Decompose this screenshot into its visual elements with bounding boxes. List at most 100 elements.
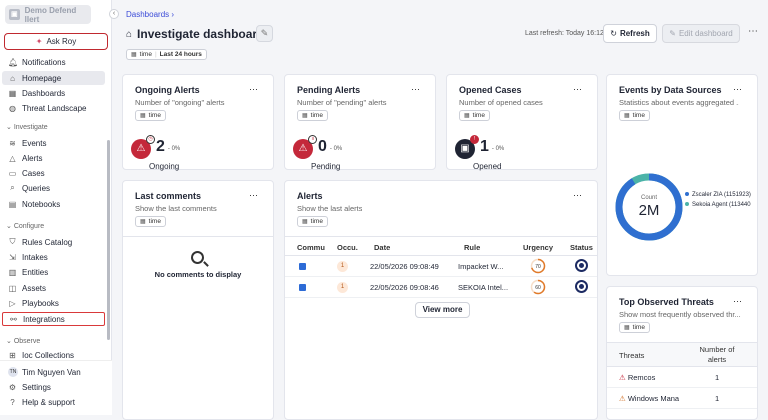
column-header[interactable]: Occu. bbox=[337, 243, 358, 252]
sidebar-item-integrations[interactable]: ⚯ Integrations bbox=[2, 312, 105, 326]
sidebar-item-label: Playbooks bbox=[22, 298, 59, 308]
events-donut-chart[interactable]: Count 2M bbox=[613, 171, 685, 243]
sidebar-item-cases[interactable]: ▭ Cases bbox=[2, 166, 105, 180]
edit-dashboard-button[interactable]: ✎ Edit dashboard bbox=[662, 24, 740, 43]
sidebar-item-intakes[interactable]: ⇲ Intakes bbox=[2, 250, 105, 264]
legend-item[interactable]: Sekoia Agent (113440 bbox=[685, 200, 751, 210]
table-row[interactable]: 1 22/05/2026 09:08:46 SEKOIA Intel... 60 bbox=[285, 277, 597, 298]
sidebar-item-label: Rules Catalog bbox=[22, 237, 73, 247]
alerts-card: Alerts Show the last alerts ⋯ ▦ time Comm… bbox=[284, 180, 598, 420]
card-time-chip[interactable]: ▦ time bbox=[297, 216, 328, 227]
card-menu-button[interactable]: ⋯ bbox=[573, 190, 583, 200]
column-header[interactable]: Number of alerts bbox=[699, 345, 735, 364]
column-header[interactable]: Commu bbox=[297, 243, 325, 252]
sidebar-item-entities[interactable]: ▥ Entities bbox=[2, 265, 105, 279]
sidebar-item-alerts[interactable]: △ Alerts bbox=[2, 151, 105, 165]
donut-label: Count bbox=[641, 195, 657, 201]
column-header[interactable]: Status bbox=[570, 243, 593, 252]
alert-rule[interactable]: SEKOIA Intel... bbox=[458, 283, 509, 292]
urgency-gauge: 60 bbox=[530, 279, 546, 295]
urgency-value: 60 bbox=[535, 285, 541, 291]
table-row[interactable]: ⚠ Windows Mana 1 bbox=[607, 388, 757, 409]
card-title: Events by Data Sources bbox=[619, 85, 722, 95]
card-time-chip[interactable]: ▦ time bbox=[619, 110, 650, 121]
sidebar-scrollbar[interactable] bbox=[107, 140, 110, 340]
bell-icon: 🔔︎ bbox=[8, 57, 19, 67]
card-title: Last comments bbox=[135, 191, 202, 201]
edit-title-button[interactable]: ✎ bbox=[256, 25, 273, 42]
refresh-button[interactable]: ↻ Refresh bbox=[603, 24, 657, 43]
column-header[interactable]: Date bbox=[374, 243, 391, 252]
card-menu-button[interactable]: ⋯ bbox=[733, 84, 743, 94]
sidebar-item-ioc-collections[interactable]: ⊞ Ioc Collections bbox=[2, 350, 105, 360]
collection-icon: ⊞ bbox=[9, 350, 16, 360]
column-header[interactable]: Urgency bbox=[523, 243, 554, 252]
sidebar-item-notifications[interactable]: 🔔︎ Notifications bbox=[2, 55, 105, 69]
sidebar-item-dashboards[interactable]: ▦ Dashboards bbox=[2, 86, 105, 100]
card-time-chip[interactable]: ▦ time bbox=[459, 110, 490, 121]
threat-icon: ⚠ bbox=[619, 373, 626, 382]
view-more-button[interactable]: View more bbox=[415, 302, 470, 318]
ask-roy-button[interactable]: ✦ Ask Roy bbox=[4, 33, 108, 50]
section-configure[interactable]: ⌄ Configure bbox=[6, 223, 45, 230]
column-header[interactable]: Threats bbox=[619, 351, 645, 360]
sidebar-item-threat-landscape[interactable]: ◍ Threat Landscape bbox=[2, 101, 105, 115]
gear-icon: ⚙ bbox=[8, 382, 17, 392]
refresh-label: Refresh bbox=[619, 29, 650, 38]
time-filter[interactable]: ▦ time | Last 24 hours bbox=[126, 49, 207, 60]
status-icon bbox=[575, 280, 588, 293]
user-menu[interactable]: TN Tim Nguyen Van bbox=[2, 365, 105, 379]
alert-rule[interactable]: Impacket W... bbox=[458, 262, 504, 271]
card-time-chip[interactable]: ▦ time bbox=[297, 110, 328, 121]
legend-item[interactable]: Zscaler ZIA (1151923) bbox=[685, 190, 751, 200]
stat-value: 0 bbox=[318, 138, 327, 155]
card-time-chip[interactable]: ▦ time bbox=[135, 216, 166, 227]
section-label: Configure bbox=[13, 223, 45, 230]
sidebar-item-help[interactable]: ? Help & support bbox=[2, 395, 105, 409]
ask-roy-label: Ask Roy bbox=[46, 37, 77, 46]
card-menu-button[interactable]: ⋯ bbox=[411, 84, 421, 94]
sidebar-item-rules-catalog[interactable]: ⛉ Rules Catalog bbox=[2, 235, 105, 249]
alert-date: 22/05/2026 09:08:49 bbox=[370, 262, 439, 271]
card-menu-button[interactable]: ⋯ bbox=[573, 84, 583, 94]
donut-segment-zscaler[interactable] bbox=[615, 173, 683, 241]
table-row[interactable]: 1 22/05/2026 09:08:49 Impacket W... 70 bbox=[285, 256, 597, 277]
sidebar-footer: TN Tim Nguyen Van ⚙ Settings ? Help & suppo… bbox=[0, 360, 112, 415]
collapse-sidebar-button[interactable]: ‹ bbox=[109, 9, 119, 19]
card-time-chip[interactable]: ▦ time bbox=[135, 110, 166, 121]
threat-count: 1 bbox=[715, 373, 720, 382]
sidebar-item-queries[interactable]: ⌕ Queries bbox=[2, 181, 105, 195]
chip-label: time bbox=[148, 112, 161, 119]
urgency-gauge: 70 bbox=[530, 258, 546, 274]
section-investigate[interactable]: ⌄ Investigate bbox=[6, 124, 48, 131]
section-observe[interactable]: ⌄ Observe bbox=[6, 338, 41, 345]
plug-icon: ⚯ bbox=[10, 314, 17, 324]
sidebar-item-notebooks[interactable]: ▤ Notebooks bbox=[2, 197, 105, 211]
pause-badge-icon: ॥ bbox=[308, 135, 317, 144]
card-menu-button[interactable]: ⋯ bbox=[733, 296, 743, 306]
sidebar-item-homepage[interactable]: ⌂ Homepage bbox=[2, 71, 105, 85]
sidebar-item-settings[interactable]: ⚙ Settings bbox=[2, 380, 105, 394]
donut-legend: Zscaler ZIA (1151923) Sekoia Agent (1134… bbox=[685, 190, 751, 210]
card-time-chip[interactable]: ▦ time bbox=[619, 322, 650, 333]
legend-label: Sekoia Agent (113440 bbox=[692, 202, 751, 208]
empty-state-text: No comments to display bbox=[154, 270, 242, 279]
sidebar-item-playbooks[interactable]: ▷ Playbooks bbox=[2, 296, 105, 310]
card-menu-button[interactable]: ⋯ bbox=[249, 84, 259, 94]
intake-icon: ⇲ bbox=[9, 252, 16, 262]
tenant-switcher[interactable]: ▣ Demo Defend lIert bbox=[5, 5, 91, 24]
sidebar-item-label: Threat Landscape bbox=[22, 103, 87, 113]
breadcrumb[interactable]: Dashboards › bbox=[126, 10, 174, 19]
refresh-icon: ↻ bbox=[610, 29, 617, 38]
table-row[interactable]: ⚠ Remcos 1 bbox=[607, 367, 757, 388]
sidebar-item-label: Alerts bbox=[22, 153, 43, 163]
ongoing-alerts-card: Ongoing Alerts Number of "ongoing" alert… bbox=[122, 74, 274, 171]
breadcrumb-dashboards[interactable]: Dashboards bbox=[126, 10, 170, 19]
sidebar-item-events[interactable]: ≋ Events bbox=[2, 136, 105, 150]
calendar-icon: ▦ bbox=[140, 113, 146, 119]
more-options-button[interactable]: ⋯ bbox=[748, 26, 759, 37]
column-header[interactable]: Rule bbox=[464, 243, 481, 252]
sidebar-item-assets[interactable]: ◫ Assets bbox=[2, 281, 105, 295]
card-title: Alerts bbox=[297, 191, 323, 201]
card-menu-button[interactable]: ⋯ bbox=[249, 190, 259, 200]
